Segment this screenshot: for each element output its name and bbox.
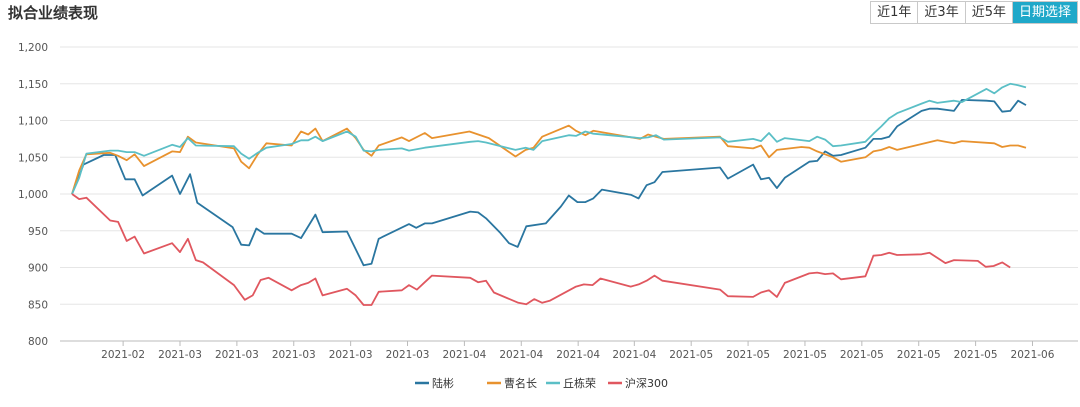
y-tick-label: 1,050 — [18, 152, 48, 164]
series-line-沪深300 — [71, 193, 1011, 306]
chart-title: 拟合业绩表现 — [8, 4, 99, 22]
y-tick-label: 800 — [28, 336, 48, 348]
x-tick-label: 2021-05 — [954, 349, 998, 361]
range-3y-button[interactable]: 近3年 — [917, 2, 965, 23]
x-tick-label: 2021-05 — [669, 349, 713, 361]
x-tick-label: 2021-05 — [783, 349, 827, 361]
series-line-陆彬 — [71, 99, 1027, 267]
x-tick-label: 2021-03 — [386, 349, 430, 361]
legend-label: 曹名长 — [504, 376, 537, 390]
x-tick-label: 2021-03 — [329, 349, 373, 361]
x-tick-label: 2021-05 — [726, 349, 770, 361]
x-tick-label: 2021-02 — [101, 349, 145, 361]
x-tick-label: 2021-03 — [272, 349, 316, 361]
legend-label: 陆彬 — [432, 376, 454, 390]
x-tick-label: 2021-04 — [442, 349, 486, 361]
series-line-丘栋荣 — [71, 82, 1027, 195]
y-tick-label: 1,150 — [18, 79, 48, 91]
x-tick-label: 2021-05 — [897, 349, 941, 361]
x-tick-label: 2021-05 — [840, 349, 884, 361]
chart-header: 拟合业绩表现 近1年 近3年 近5年 日期选择 — [0, 0, 1080, 26]
range-1y-button[interactable]: 近1年 — [871, 2, 918, 23]
x-tick-label: 2021-04 — [499, 349, 543, 361]
y-tick-label: 1,100 — [18, 116, 48, 128]
x-tick-label: 2021-04 — [556, 349, 600, 361]
y-tick-label: 950 — [28, 226, 48, 238]
x-tick-label: 2021-03 — [158, 349, 202, 361]
x-tick-label: 2021-03 — [215, 349, 259, 361]
y-tick-label: 1,000 — [18, 189, 48, 201]
x-tick-label: 2021-04 — [612, 349, 656, 361]
x-tick-label: 2021-06 — [1011, 349, 1055, 361]
date-select-button[interactable]: 日期选择 — [1011, 2, 1077, 23]
y-tick-label: 850 — [28, 299, 48, 311]
range-5y-button[interactable]: 近5年 — [964, 2, 1012, 23]
series-line-曹名长 — [71, 124, 1027, 195]
legend-label: 丘栋荣 — [563, 376, 596, 390]
range-button-group: 近1年 近3年 近5年 日期选择 — [870, 1, 1078, 24]
y-tick-label: 1,200 — [18, 42, 48, 54]
y-tick-label: 900 — [28, 263, 48, 275]
legend-label: 沪深300 — [625, 376, 668, 390]
